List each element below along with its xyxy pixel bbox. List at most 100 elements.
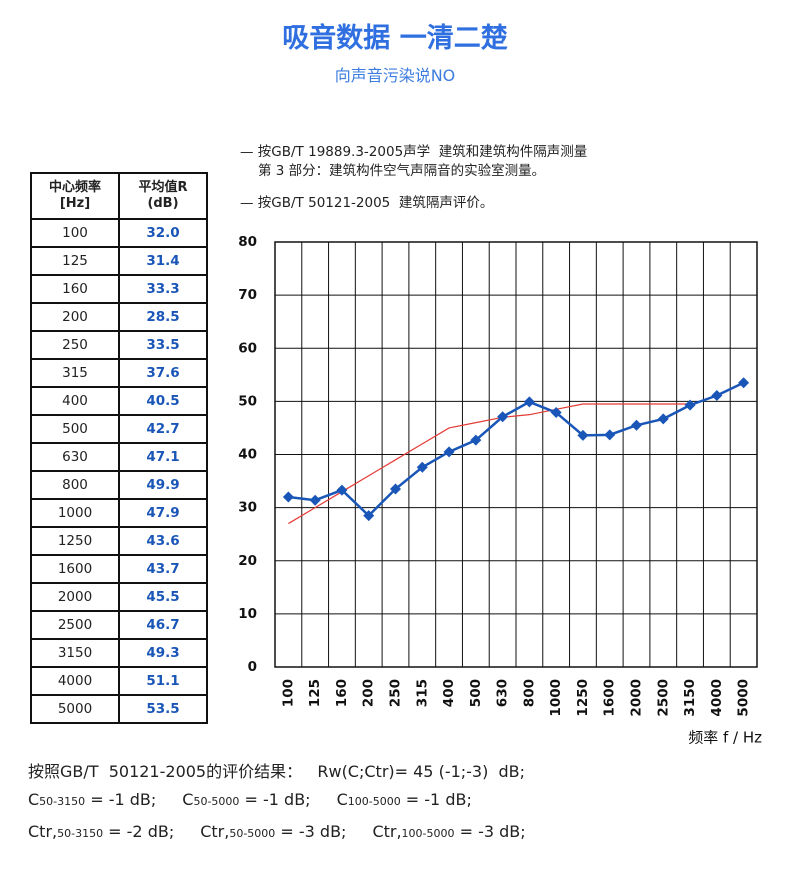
x-tick-label: 1600 <box>602 679 618 717</box>
data-point <box>336 484 348 496</box>
x-axis-label: 频率 f / Hz <box>688 729 762 747</box>
table-row: 125 31.4 <box>30 246 208 276</box>
value-cell: 31.4 <box>118 246 208 276</box>
data-point <box>363 510 375 522</box>
data-point <box>523 396 535 408</box>
table-row: 4000 51.1 <box>30 666 208 696</box>
result-subscript: 100-5000 <box>401 827 455 840</box>
x-tick-label: 5000 <box>736 679 752 717</box>
value-cell: 49.9 <box>118 470 208 500</box>
frequency-cell: 800 <box>30 470 120 500</box>
result-item: C100-5000 = -1 dB; <box>337 790 472 809</box>
result-item: Ctr,50-3150 = -2 dB; <box>28 822 174 841</box>
y-tick-label: 50 <box>238 393 257 409</box>
result-item: Ctr,50-5000 = -3 dB; <box>200 822 346 841</box>
frequency-cell: 200 <box>30 302 120 332</box>
result-row: Ctr,50-3150 = -2 dB; Ctr,50-5000 = -3 dB;… <box>28 822 552 841</box>
frequency-cell: 1000 <box>30 498 120 528</box>
table-row: 1250 43.6 <box>30 526 208 556</box>
result-subscript: 50-3150 <box>57 827 104 840</box>
result-symbol: Ctr, <box>28 822 58 841</box>
table-row: 2000 45.5 <box>30 582 208 612</box>
table-row: 630 47.1 <box>30 442 208 472</box>
frequency-cell: 315 <box>30 358 120 388</box>
x-tick-label: 125 <box>307 679 323 707</box>
frequency-cell: 2000 <box>30 582 120 612</box>
value-cell: 37.6 <box>118 358 208 388</box>
data-point <box>738 377 750 389</box>
x-tick-label: 200 <box>361 679 377 707</box>
data-point <box>711 390 723 402</box>
table-row: 3150 49.3 <box>30 638 208 668</box>
note: 第 3 部分：建筑构件空气声隔音的实验室测量。 <box>258 163 546 179</box>
x-tick-label: 315 <box>414 679 430 707</box>
result-symbol: C <box>336 790 348 809</box>
data-point <box>550 407 562 419</box>
frequency-cell: 250 <box>30 330 120 360</box>
x-tick-label: 1000 <box>548 679 564 717</box>
y-tick-label: 40 <box>238 447 257 463</box>
x-tick-label: 250 <box>388 679 404 707</box>
y-tick-label: 0 <box>248 659 257 675</box>
frequency-cell: 630 <box>30 442 120 472</box>
data-point <box>416 461 428 473</box>
value-cell: 53.5 <box>118 694 208 724</box>
data-table: 中心频率 [Hz] 平均值R (dB) 100 32.0 125 31.4 160 33.3… <box>30 172 208 724</box>
table-row: 200 28.5 <box>30 302 208 332</box>
result-item: C50-3150 = -1 dB; <box>28 790 156 809</box>
result-symbol: Ctr, <box>372 822 402 841</box>
table-row: 2500 46.7 <box>30 610 208 640</box>
data-point <box>497 411 509 423</box>
title: 吸音数据 一清二楚 <box>282 23 508 54</box>
result-value: = -1 dB; <box>85 790 157 809</box>
value-cell: 43.6 <box>118 526 208 556</box>
result-subscript: 100-5000 <box>347 795 401 808</box>
x-tick-label: 630 <box>495 679 511 707</box>
data-point <box>470 434 482 446</box>
data-point <box>443 446 455 458</box>
value-cell: 45.5 <box>118 582 208 612</box>
result-value: = -1 dB; <box>239 790 311 809</box>
result-symbol: Ctr, <box>200 822 230 841</box>
y-tick-label: 10 <box>238 606 257 622</box>
value-cell: 33.3 <box>118 274 208 304</box>
table-row: 1600 43.7 <box>30 554 208 584</box>
result-value: = -3 dB; <box>454 822 526 841</box>
series-line <box>288 403 691 525</box>
subtitle: 向声音污染说NO <box>334 66 456 85</box>
frequency-cell: 500 <box>30 414 120 444</box>
table-row: 250 33.5 <box>30 330 208 360</box>
result-summary: 按照GB/T 50121-2005的评价结果： Rw(C;Ctr)= 45 (-… <box>28 762 526 781</box>
y-tick-label: 20 <box>238 553 257 569</box>
data-point <box>631 419 642 431</box>
data-point <box>684 399 696 411</box>
y-tick-label: 30 <box>238 500 257 516</box>
x-tick-label: 2500 <box>655 679 671 717</box>
result-item: C50-5000 = -1 dB; <box>182 790 310 809</box>
value-cell: 33.5 <box>118 330 208 360</box>
y-tick-label: 70 <box>238 287 257 303</box>
value-cell: 47.1 <box>118 442 208 472</box>
value-cell: 32.0 <box>118 218 208 248</box>
result-subscript: 50-5000 <box>229 827 276 840</box>
value-cell: 46.7 <box>118 610 208 640</box>
frequency-cell: 400 <box>30 386 120 416</box>
result-value: = -3 dB; <box>275 822 347 841</box>
frequency-cell: 1600 <box>30 554 120 584</box>
data-point <box>390 483 401 495</box>
result-symbol: C <box>182 790 194 809</box>
frequency-cell: 125 <box>30 246 120 276</box>
table-header: 中心频率 [Hz] <box>30 172 120 220</box>
y-tick-label: 80 <box>238 234 257 250</box>
note: — 按GB/T 19889.3-2005声学 建筑和建筑构件隔声测量 <box>240 144 588 160</box>
frequency-cell: 160 <box>30 274 120 304</box>
table-row: 100 32.0 <box>30 218 208 248</box>
frequency-cell: 4000 <box>30 666 120 696</box>
value-cell: 43.7 <box>118 554 208 584</box>
frequency-cell: 100 <box>30 218 120 248</box>
data-point <box>282 491 294 503</box>
x-tick-label: 500 <box>468 679 484 707</box>
data-point <box>309 494 321 506</box>
value-cell: 40.5 <box>118 386 208 416</box>
